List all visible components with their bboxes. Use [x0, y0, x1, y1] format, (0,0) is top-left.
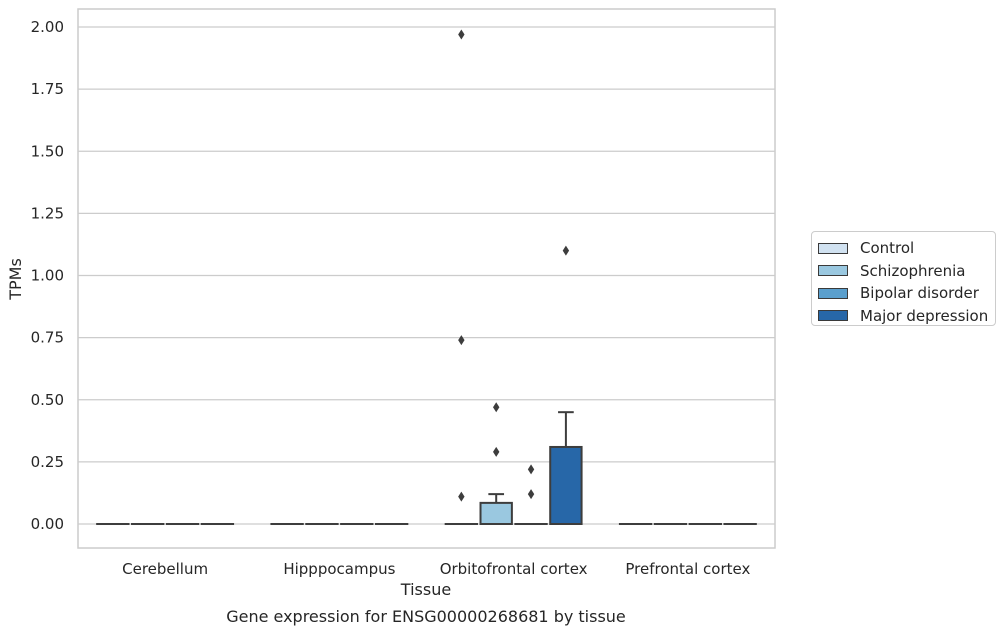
plot-frame [77, 8, 776, 549]
y-tick-label: 1.50 [31, 142, 64, 160]
outlier-point [493, 402, 500, 413]
outlier-point [527, 464, 535, 475]
legend-label: Schizophrenia [860, 261, 966, 280]
outlier-point [527, 489, 535, 500]
legend-label: Major depression [860, 306, 989, 325]
x-tick-label: Hipppocampus [283, 560, 395, 578]
outlier-point [493, 446, 500, 457]
x-tick-label: Orbitofrontal cortex [440, 560, 588, 578]
outlier-point [458, 29, 465, 40]
legend-label: Control [860, 239, 915, 258]
legend-swatch [818, 265, 848, 277]
legend-item: Major depression [812, 305, 995, 328]
legend-swatch [818, 310, 848, 322]
legend-swatch [818, 287, 848, 299]
outlier-point [562, 245, 570, 256]
outlier-point [458, 491, 465, 502]
legend-item: Schizophrenia [812, 260, 995, 283]
box-body [549, 445, 583, 525]
chart-title: Gene expression for ENSG00000268681 by t… [226, 607, 626, 626]
y-tick-label: 0.25 [31, 453, 64, 471]
y-axis-title: TPMs [6, 258, 25, 301]
x-tick-label: Cerebellum [122, 560, 208, 578]
legend-item: Control [812, 237, 995, 260]
outlier-point [458, 335, 465, 346]
box-schizophrenia [479, 402, 513, 526]
legend: Control Schizophrenia Bipolar disorder Majo… [811, 231, 996, 326]
y-tick-label: 0.50 [31, 391, 64, 409]
y-tick-label: 1.75 [31, 80, 64, 98]
box-major-depression [549, 245, 583, 525]
legend-item: Bipolar disorder [812, 282, 995, 305]
y-tick-label: 0.00 [31, 515, 64, 533]
legend-label: Bipolar disorder [860, 284, 979, 303]
legend-swatch [818, 242, 848, 254]
boxes [96, 29, 757, 526]
y-tick-label: 0.75 [31, 329, 64, 347]
box-bipolar-disorder [514, 464, 548, 526]
y-tick-label: 1.00 [31, 267, 64, 285]
box-control [444, 29, 479, 526]
gridlines [78, 26, 775, 525]
y-tick-labels: 0.00 0.25 0.50 0.75 1.00 1.25 1.50 1.75 2.00 [31, 18, 64, 533]
box-body [479, 501, 513, 526]
x-tick-label: Prefrontal cortex [625, 560, 750, 578]
x-axis-title: Tissue [400, 580, 451, 599]
y-tick-label: 1.25 [31, 204, 64, 222]
x-tick-labels: Cerebellum Hipppocampus Orbitofrontal cort… [122, 560, 750, 578]
y-tick-label: 2.00 [31, 18, 64, 36]
